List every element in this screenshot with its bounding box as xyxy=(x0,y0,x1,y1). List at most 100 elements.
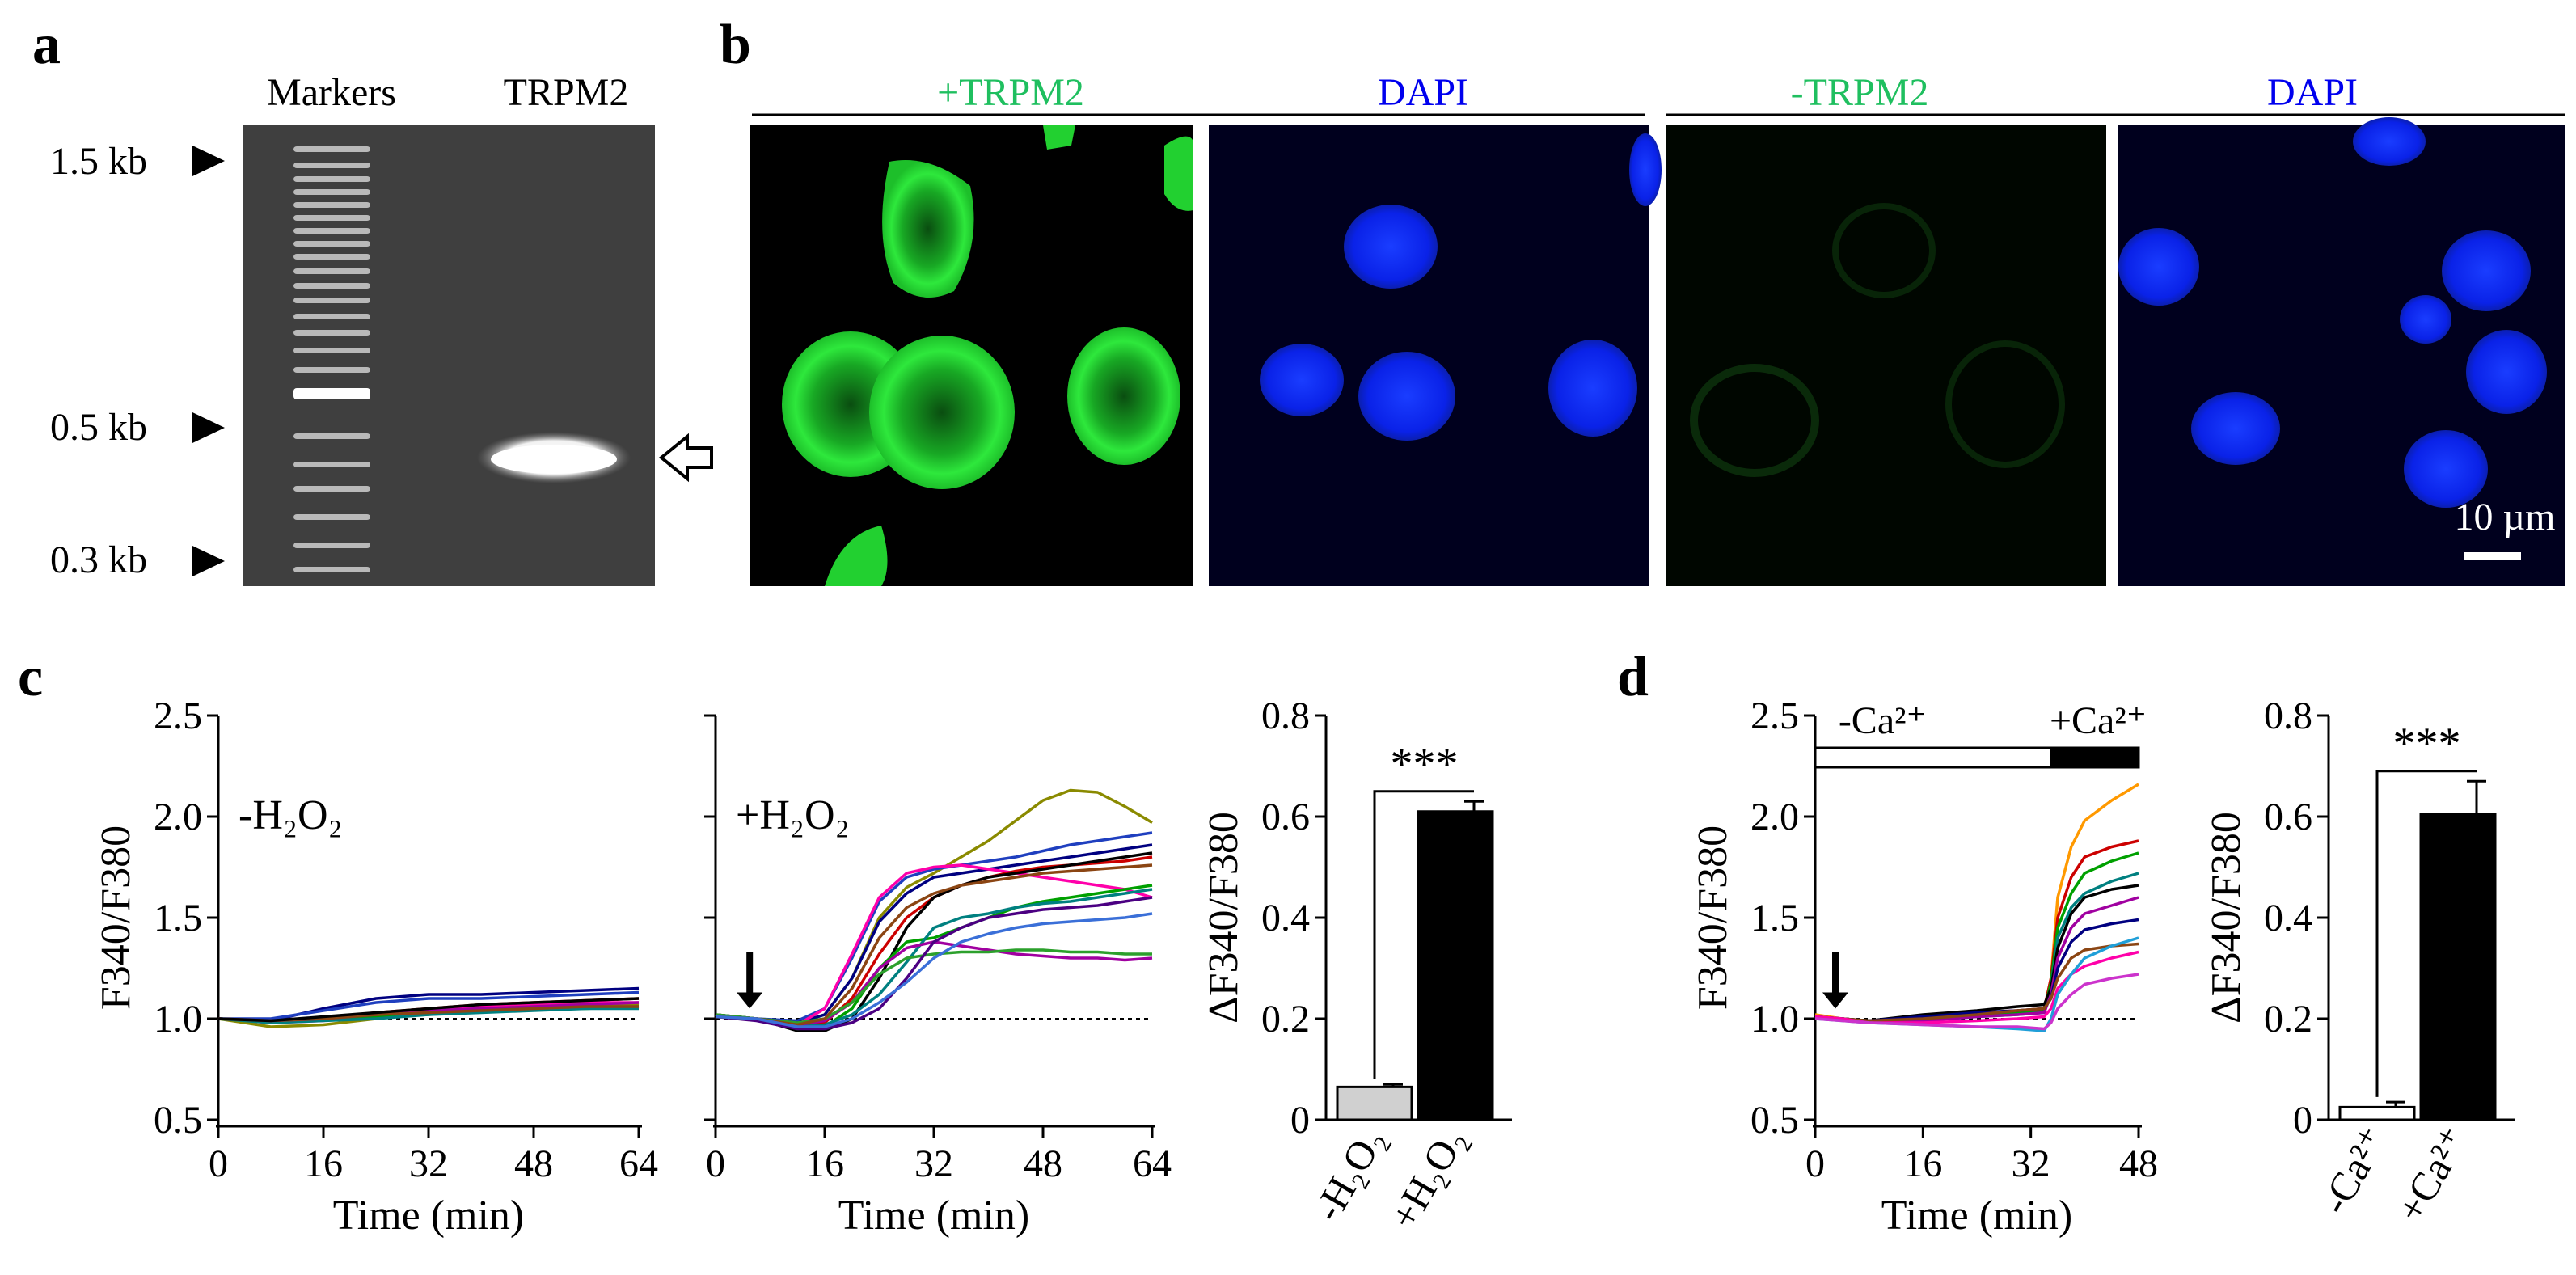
trace-line xyxy=(715,851,1153,1032)
trace-line xyxy=(1814,896,2139,1024)
gel-marker-band xyxy=(293,367,370,373)
gel-marker-band xyxy=(293,567,370,572)
condition-annotation: +H₂O₂ xyxy=(736,792,850,838)
gel-marker-band xyxy=(293,202,370,208)
y-tick-label: 0 xyxy=(1290,1099,1310,1142)
gel-marker-band xyxy=(293,514,370,520)
gel-marker-band xyxy=(293,146,370,152)
panel-letter-a: a xyxy=(32,14,61,76)
size-label-0-5kb: 0.5 kb xyxy=(50,406,147,449)
y-tick-label: 2.0 xyxy=(154,796,202,838)
scale-bar xyxy=(2464,552,2521,560)
gel-marker-band xyxy=(293,163,370,168)
x-tick-label: 32 xyxy=(409,1142,448,1185)
application-arrowhead-icon xyxy=(1822,992,1848,1009)
gel-marker-band xyxy=(293,254,370,260)
x-axis-label: Time (min) xyxy=(1881,1193,2072,1239)
gel-marker-band xyxy=(293,433,370,439)
y-tick-label: 0.6 xyxy=(2264,796,2312,838)
y-axis-label: ΔF340/F380 xyxy=(2203,812,2249,1024)
y-tick-label: 0.2 xyxy=(1261,998,1310,1041)
gel-marker-band xyxy=(293,189,370,195)
gel-marker-band xyxy=(293,241,370,247)
trace-line xyxy=(1814,783,2139,1023)
gel-marker-band xyxy=(293,543,370,548)
significance-label: *** xyxy=(1391,739,1459,789)
x-tick-label: 48 xyxy=(514,1142,553,1185)
condition-label-minus-ca: -Ca²⁺ xyxy=(1839,699,1927,742)
trace-line xyxy=(1814,973,2139,1031)
bar xyxy=(2419,813,2497,1121)
category-label: -Ca²⁺ xyxy=(2311,1120,2396,1222)
y-tick-label: 0 xyxy=(2293,1099,2312,1142)
gel-marker-lane xyxy=(293,146,370,572)
y-axis-label: F340/F380 xyxy=(93,825,139,1010)
trace-line xyxy=(1815,884,2139,1023)
y-axis-label: F340/F380 xyxy=(1690,825,1736,1010)
y-tick-label: 0.5 xyxy=(154,1099,202,1142)
gel-marker-band xyxy=(293,215,370,221)
trace-line xyxy=(715,843,1153,1024)
micrograph-minus-trpm2 xyxy=(1666,125,2106,586)
condition-label-plus-ca: +Ca²⁺ xyxy=(2050,699,2147,742)
bar xyxy=(2338,1105,2416,1121)
image-label-dapi-2: DAPI xyxy=(2267,71,2358,114)
scale-bar-label: 10 µm xyxy=(2455,496,2556,538)
x-tick-label: 32 xyxy=(914,1142,953,1185)
panel-letter-d: d xyxy=(1617,646,1649,708)
gel-marker-band xyxy=(293,228,370,234)
gel-marker-band xyxy=(293,176,370,182)
gel-marker-band xyxy=(293,314,370,319)
x-tick-label: 48 xyxy=(2119,1142,2158,1185)
gel-band-trpm2-core xyxy=(491,445,617,474)
chart-c-plus-h2o2: 0 16 32 48 64 Time (min) +H₂O₂ xyxy=(704,714,1172,1239)
significance-bracket xyxy=(1373,790,1474,1079)
gel-marker-band xyxy=(293,330,370,336)
trace-line xyxy=(1814,942,2139,1023)
application-arrowhead-icon xyxy=(737,992,763,1009)
lane-label-trpm2: TRPM2 xyxy=(504,71,629,114)
trace-line xyxy=(715,863,1153,1027)
y-tick-label: 2.5 xyxy=(1750,694,1799,737)
size-arrow-1-5kb xyxy=(192,146,225,176)
y-tick-label: 1.5 xyxy=(1750,897,1799,939)
condition-annotation: -H₂O₂ xyxy=(239,792,343,838)
size-arrow-0-3kb xyxy=(192,546,225,576)
x-tick-label: 0 xyxy=(1805,1142,1825,1185)
gel-marker-band xyxy=(293,268,370,274)
trace-line xyxy=(218,990,640,1020)
trace-line xyxy=(715,948,1152,1024)
y-tick-label: 0.2 xyxy=(2264,998,2312,1041)
chart-d-calcium: 0.5 1.0 1.5 2.0 2.5 0 16 32 48 Time (min) F340/F38… xyxy=(1690,694,2158,1239)
panel-letter-c: c xyxy=(18,646,43,708)
panel-a: a Markers TRPM2 1.5 kb 0.5 kb 0.3 kb xyxy=(32,14,713,586)
x-tick-label: 64 xyxy=(619,1142,658,1185)
panel-b: b +TRPM2 DAPI -TRPM2 DAPI xyxy=(720,14,2565,586)
y-tick-label: 0.6 xyxy=(1261,796,1310,838)
x-tick-label: 16 xyxy=(1903,1142,1942,1185)
x-tick-label: 16 xyxy=(805,1142,844,1185)
image-label-minus-trpm2: -TRPM2 xyxy=(1791,71,1929,114)
x-tick-label: 0 xyxy=(706,1142,725,1185)
trace-line xyxy=(715,896,1153,1031)
chart-c-minus-h2o2: 0.5 1.0 1.5 2.0 2.5 0 16 32 48 64 Time (min) F340/F… xyxy=(93,694,658,1239)
category-label: -H₂O₂ xyxy=(1304,1120,1393,1229)
y-tick-label: 0.4 xyxy=(2264,897,2312,939)
micrograph-dapi-1 xyxy=(1209,125,1662,586)
micrograph-plus-trpm2 xyxy=(750,125,1193,586)
significance-label: *** xyxy=(2393,719,2461,769)
y-axis-label: ΔF340/F380 xyxy=(1201,812,1247,1024)
image-label-dapi-1: DAPI xyxy=(1378,71,1468,114)
gel-marker-band xyxy=(293,298,370,303)
condition-bar xyxy=(1814,746,2053,769)
bar xyxy=(1417,810,1494,1121)
category-label: +Ca²⁺ xyxy=(2387,1120,2477,1230)
x-tick-label: 16 xyxy=(304,1142,343,1185)
size-arrow-0-5kb xyxy=(192,412,225,443)
chart-d-bar: 0 0.2 0.4 0.6 0.8 -Ca²⁺+Ca²⁺ *** ΔF340/F380 xyxy=(2203,694,2515,1230)
gel-marker-band xyxy=(293,462,370,467)
category-label: +H₂O₂ xyxy=(1380,1120,1474,1237)
chart-c-bar: 0 0.2 0.4 0.6 0.8 -H₂O₂+H₂O₂ *** ΔF340/F380 xyxy=(1201,694,1512,1237)
image-label-plus-trpm2: +TRPM2 xyxy=(937,71,1084,114)
